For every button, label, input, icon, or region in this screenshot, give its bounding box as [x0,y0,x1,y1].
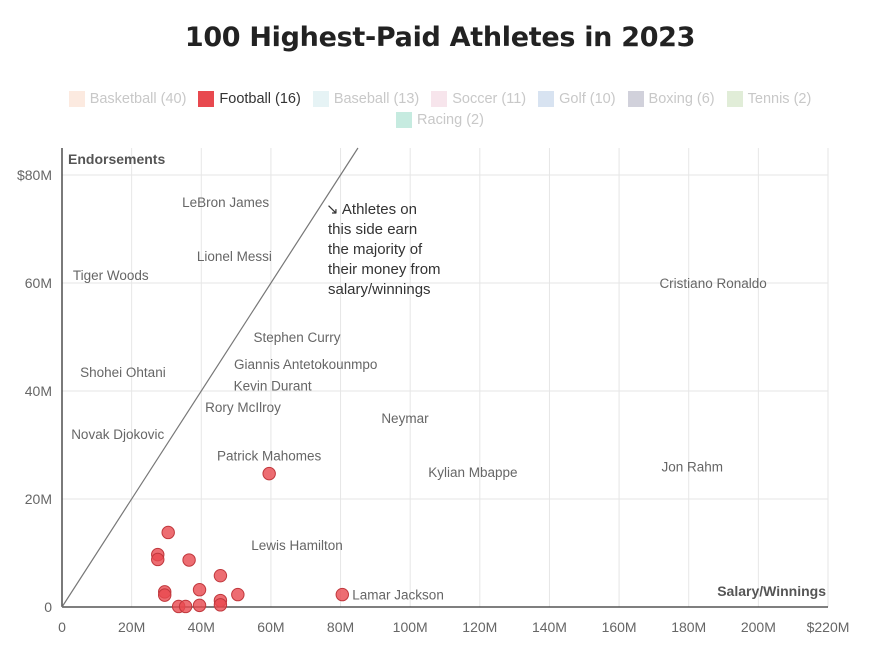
y-tick-label: 20M [25,491,52,507]
legend: Basketball (40) Football (16) Baseball (13… [0,91,880,128]
legend-item-baseball[interactable]: Baseball (13) [312,91,420,107]
legend-swatch [726,91,743,107]
athlete-label: Shohei Ohtani [80,365,166,380]
legend-swatch [538,91,555,107]
legend-item-basketball[interactable]: Basketball (40) [68,91,187,107]
annotation-line: their money from [328,261,441,278]
athlete-label: Giannis Antetokounmpo [234,357,377,372]
annotation-line: salary/winnings [328,281,431,298]
legend-swatch [396,112,413,128]
y-tick-label: 60M [25,275,52,291]
x-tick-label: 60M [257,619,284,635]
legend-item-golf[interactable]: Golf (10) [538,91,616,107]
legend-swatch [68,91,85,107]
legend-label: Boxing (6) [648,91,715,107]
x-tick-label: 40M [188,619,215,635]
legend-label: Basketball (40) [89,91,187,107]
x-tick-label: 160M [602,619,637,635]
y-tick-label: 0 [44,599,52,615]
annotation-line: ↘ Athletes on [326,201,417,218]
athlete-label: Jon Rahm [661,460,723,475]
annotation-line: this side earn [328,221,417,238]
legend-label: Racing (2) [417,112,484,128]
x-axis-title: Salary/Winnings [717,583,826,599]
data-point[interactable] [151,552,165,567]
data-point[interactable] [335,587,349,602]
legend-item-tennis[interactable]: Tennis (2) [726,91,812,107]
legend-label: Baseball (13) [333,91,420,107]
reference-line [61,147,359,608]
athlete-label: Kylian Mbappe [428,465,517,480]
legend-item-boxing[interactable]: Boxing (6) [627,91,715,107]
data-point[interactable] [158,588,172,602]
point-label: Patrick Mahomes [217,449,322,464]
data-point[interactable] [213,568,228,583]
x-tick-label: 200M [741,619,776,635]
legend-item-football[interactable]: Football (16) [198,91,301,107]
legend-label: Football (16) [219,91,301,107]
athlete-label: Rory McIlroy [205,400,281,415]
legend-item-soccer[interactable]: Soccer (11) [431,91,526,107]
data-point[interactable] [178,599,193,614]
athlete-label: Lewis Hamilton [251,538,343,553]
legend-swatch [627,91,644,107]
athlete-label: Tiger Woods [73,268,149,283]
x-tick-label: 80M [327,619,354,635]
data-point[interactable] [192,583,207,597]
athlete-label: Stephen Curry [253,330,340,345]
data-point[interactable] [192,598,207,613]
point-label: Lamar Jackson [352,588,444,603]
x-tick-label: 140M [532,619,567,635]
data-point[interactable] [182,553,196,567]
legend-swatch [312,91,329,107]
y-axis-title: Endorsements [68,151,165,167]
athlete-label: Kevin Durant [234,379,312,394]
annotation-line: the majority of [328,241,423,258]
data-point[interactable] [262,466,276,481]
data-point[interactable] [213,598,228,612]
x-tick-label: 120M [462,619,497,635]
legend-label: Tennis (2) [747,91,812,107]
athlete-label: Neymar [381,411,429,426]
athlete-label: LeBron James [182,195,269,210]
legend-item-racing[interactable]: Racing (2) [396,112,484,128]
data-point[interactable] [161,525,175,540]
x-tick-label: 100M [393,619,428,635]
data-point[interactable] [231,587,245,602]
athlete-label: Lionel Messi [197,249,272,264]
athlete-label: Novak Djokovic [71,427,164,442]
x-tick-label: 20M [118,619,145,635]
x-tick-label: 180M [671,619,706,635]
legend-swatch [431,91,448,107]
annotation: ↘ Athletes on this side earn the majority … [326,201,441,298]
athlete-label: Cristiano Ronaldo [659,276,766,291]
legend-label: Golf (10) [559,91,616,107]
legend-label: Soccer (11) [452,91,527,107]
chart-title: 100 Highest-Paid Athletes in 2023 [184,22,696,53]
y-tick-label: $80M [17,167,52,183]
y-tick-label: 40M [25,383,52,399]
x-tick-label: $220M [807,619,850,635]
x-tick-label: 0 [58,619,66,635]
legend-swatch [198,91,215,107]
